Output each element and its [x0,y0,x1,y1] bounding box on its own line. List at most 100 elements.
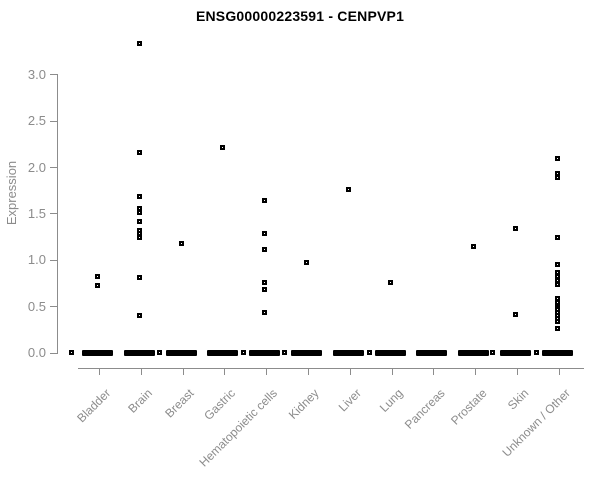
data-point [262,279,268,285]
x-axis-tick-label: Skin [504,386,531,413]
data-point [554,262,560,268]
x-axis-tick [140,368,142,375]
zero-expression-cluster [165,350,197,356]
data-point [136,149,142,155]
x-axis-tick-label: Hematopoietic cells [196,386,281,470]
zero-expression-cluster [500,350,531,356]
data-point [136,40,142,46]
x-axis-tick-label: Prostate [447,386,490,428]
data-point [262,287,268,293]
x-axis-tick [224,368,226,375]
zero-expression-cluster [416,350,448,356]
data-point [136,313,142,318]
x-axis-tick [349,368,351,375]
y-axis-line [57,75,58,354]
y-axis-tick [50,306,58,308]
zero-expression-cluster [374,350,406,356]
data-point [178,240,184,246]
x-axis-tick [308,368,309,375]
x-axis-tick-label: Liver [335,386,364,415]
y-axis-tick-label: 2.0 [27,159,46,175]
zero-expression-cluster [332,350,364,356]
data-point [95,274,100,280]
x-axis-tick-label: Breast [162,386,197,421]
data-point [69,350,74,355]
data-point [554,307,560,313]
data-point [513,312,518,318]
zero-expression-cluster [123,350,155,356]
x-axis-tick-label: Brain [125,386,155,416]
y-axis-label: Expression [4,160,19,226]
chart-title: ENSG00000223591 - CENPVP1 [195,8,405,24]
y-axis-tick [50,120,58,122]
data-point [554,270,560,276]
data-point [554,304,560,310]
data-point [241,350,247,355]
x-axis-line [78,368,584,369]
zero-expression-cluster [249,350,281,356]
data-point [220,145,226,151]
y-axis-tick-label: 1.5 [27,205,46,221]
data-point [136,231,142,237]
data-point [136,205,142,211]
data-point [554,300,560,306]
zero-expression-cluster [541,350,573,356]
data-point [554,277,560,283]
x-axis-tick-label: Kidney [286,386,322,422]
data-point [471,243,477,249]
data-point [554,310,560,316]
data-point [513,225,518,231]
x-axis-tick [182,368,184,375]
y-axis-tick [50,352,58,354]
data-point [136,194,142,200]
y-axis-tick [50,74,58,76]
data-point [554,282,560,288]
x-axis-tick-label: Gastric [201,386,239,423]
data-point [366,350,372,355]
data-point [554,296,560,302]
x-axis-tick-label: Lung [376,386,406,415]
data-point [136,275,142,280]
x-axis-tick [475,368,477,375]
data-point [554,156,560,162]
data-point [262,310,268,316]
y-axis-tick-label: 2.5 [27,113,46,129]
data-point [554,274,560,280]
x-axis-tick [99,368,100,375]
data-point [136,210,142,216]
data-point [304,260,309,266]
data-point [554,319,560,325]
data-point [554,174,560,180]
data-point [156,350,162,355]
data-point [282,350,288,355]
y-axis-tick-label: 0.0 [27,345,46,360]
data-point [136,235,142,241]
y-axis-tick-label: 0.5 [27,298,46,314]
zero-expression-cluster [82,350,113,356]
x-axis-tick-label: Bladder [73,386,113,426]
data-point [95,283,100,289]
data-point [136,227,142,233]
x-axis-tick [266,368,268,375]
y-axis-tick [50,167,58,169]
x-axis-tick [517,368,518,375]
data-point [554,171,560,177]
y-axis-tick-label: 1.0 [27,252,46,268]
zero-expression-cluster [458,350,490,356]
data-point [554,235,560,241]
x-axis-tick-label: Pancreas [401,386,448,432]
y-axis-tick [50,213,58,215]
x-axis-tick [391,368,393,375]
x-axis-tick [433,368,435,375]
y-axis-tick [50,259,58,261]
y-axis-tick-label: 3.0 [27,66,46,82]
data-point [262,198,268,204]
data-point [345,186,351,192]
zero-expression-cluster [291,350,322,356]
data-point [554,325,560,331]
data-point [387,279,393,285]
data-point [262,231,268,237]
data-point [490,350,496,355]
zero-expression-cluster [207,350,239,356]
